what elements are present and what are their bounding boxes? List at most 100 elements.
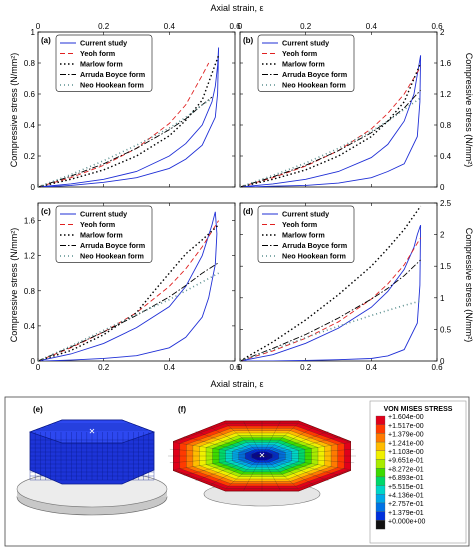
legend-entry: Marlow form — [282, 231, 325, 240]
series-line-marlow-form — [38, 224, 220, 361]
legend-value: +2.757e-01 — [388, 501, 424, 508]
y-tick-label: 0.4 — [24, 322, 36, 331]
legend-entry: Current study — [282, 210, 329, 219]
contour-mesh-line — [209, 426, 263, 457]
fe-results-section: (e) ✕ (f) ✕ VON MISES STRESS +1.604e-00+… — [4, 396, 470, 547]
legend-entry: Neo Hookean form — [80, 81, 144, 90]
series-line-yeoh-form — [38, 220, 219, 361]
x-tick-label: 0.2 — [98, 22, 110, 31]
contour-mesh-line — [261, 455, 315, 486]
legend-value: +1.241e-00 — [388, 440, 424, 447]
y-tick-label: 0 — [440, 357, 445, 366]
y-tick-label: 0 — [440, 183, 445, 192]
legend-swatch — [375, 476, 386, 486]
x-tick-label: 0 — [36, 363, 41, 372]
x-tick-label: 0.2 — [300, 22, 312, 31]
y-tick-label: 0 — [31, 183, 36, 192]
contour-mesh-line — [225, 423, 263, 457]
x-tick-label: 0.6 — [431, 363, 443, 372]
contour-mesh-line — [195, 455, 263, 481]
contour-mesh-line — [169, 455, 263, 463]
y-tick-label: 0.8 — [24, 59, 36, 68]
contour-mesh-line — [261, 455, 299, 489]
contour-mesh-line — [175, 455, 263, 470]
panel-label: (d) — [243, 207, 254, 216]
contour-mesh-line — [261, 421, 281, 457]
legend-entry: Current study — [282, 39, 329, 48]
legend-entry: Arruda Boyce form — [282, 70, 347, 79]
chart-panel-2: 0 0.2 0.4 0.600.40.81.21.6(c) Current studyY… — [24, 202, 241, 372]
legend-swatch — [375, 459, 386, 469]
legend-entry: Yeoh form — [80, 220, 115, 229]
legend-value: +1.379e-00 — [388, 432, 424, 439]
legend-swatch — [375, 485, 386, 495]
plot-frame — [239, 202, 438, 362]
legend-swatch — [375, 441, 386, 451]
contour-mesh-line — [261, 436, 341, 457]
fe-panel-label-f: (f) — [178, 405, 186, 414]
legend-value: +0.000e+00 — [388, 519, 425, 526]
series-line-neo-hookean-form — [240, 97, 422, 187]
y-tick-label: 0.4 — [24, 121, 36, 130]
legend-entry: Neo Hookean form — [80, 252, 144, 261]
legend-box — [257, 205, 355, 263]
contour-mesh-line — [261, 449, 355, 457]
legend-entry: Yeoh form — [282, 49, 317, 58]
contour-mesh-line — [225, 455, 263, 489]
legend-swatch — [375, 511, 386, 521]
y-tick-label: 1 — [440, 294, 445, 303]
top-x-axis-label: Axial strain, ε — [210, 3, 263, 13]
legend-swatch — [375, 502, 386, 512]
legend-entry: Yeoh form — [80, 49, 115, 58]
legend-swatch — [375, 520, 386, 530]
plot-frame — [239, 31, 438, 188]
legend-swatch — [375, 494, 386, 504]
legend-value: +1.517e-00 — [388, 423, 424, 430]
bottom-x-axis-label: Axial strain, ε — [210, 379, 263, 389]
legend-entry: Neo Hookean form — [282, 81, 346, 90]
plot-frame — [37, 31, 236, 188]
stress-contour — [168, 420, 356, 492]
fe-panel-label-e: (e) — [33, 405, 43, 414]
legend-swatch — [375, 415, 386, 425]
legend-entry: Marlow form — [80, 60, 123, 69]
chart-panels: 0 0.2 0.4 0.600.20.40.60.81(a) Current study… — [24, 22, 452, 372]
legend-entry: Yeoh form — [282, 220, 317, 229]
y-tick-label: 0.8 — [440, 121, 452, 130]
x-tick-label: 0 — [238, 363, 243, 372]
legend-swatch — [375, 450, 386, 460]
x-tick-label: 0 — [36, 22, 41, 31]
stress-legend-swatches: +1.604e-00 +1.517e-00 +1.379e-00+1.241e-00… — [375, 414, 425, 530]
legend-entry: Current study — [80, 210, 127, 219]
contour-mesh-line — [261, 442, 349, 457]
x-tick-label: 0.4 — [164, 363, 176, 372]
series-line-arruda-boyce-form — [38, 262, 219, 361]
stress-legend-box — [369, 400, 467, 544]
series-line-current-study — [240, 55, 422, 187]
x-tick-label: 0.4 — [366, 22, 378, 31]
contour-mesh-line — [261, 431, 329, 457]
x-tick-label: 0.6 — [229, 22, 241, 31]
contour-mesh-line — [243, 455, 263, 491]
contour-mesh-line — [183, 436, 263, 457]
x-tick-label: 0.6 — [431, 22, 443, 31]
fe-center-mark-e: ✕ — [89, 427, 96, 436]
legend-entry: Marlow form — [282, 60, 325, 69]
contour-mesh-line — [195, 431, 263, 457]
y-tick-label: 0 — [31, 357, 36, 366]
y-tick-label: 2 — [440, 231, 445, 240]
contour-mesh-line — [183, 455, 263, 476]
x-tick-label: 0.6 — [229, 363, 241, 372]
contour-mesh-line — [261, 455, 355, 463]
legend-value: +1.103e-00 — [388, 449, 424, 456]
y-tick-label: 1.6 — [24, 217, 36, 226]
contour-mesh-line — [209, 455, 263, 486]
series-line-yeoh-form — [240, 237, 421, 361]
legend-entry: Arruda Boyce form — [80, 241, 145, 250]
y-tick-label: 1.2 — [440, 90, 452, 99]
y-tick-label: 1.6 — [440, 59, 452, 68]
series-line-current-study — [240, 224, 422, 361]
legend-swatch — [375, 424, 386, 434]
